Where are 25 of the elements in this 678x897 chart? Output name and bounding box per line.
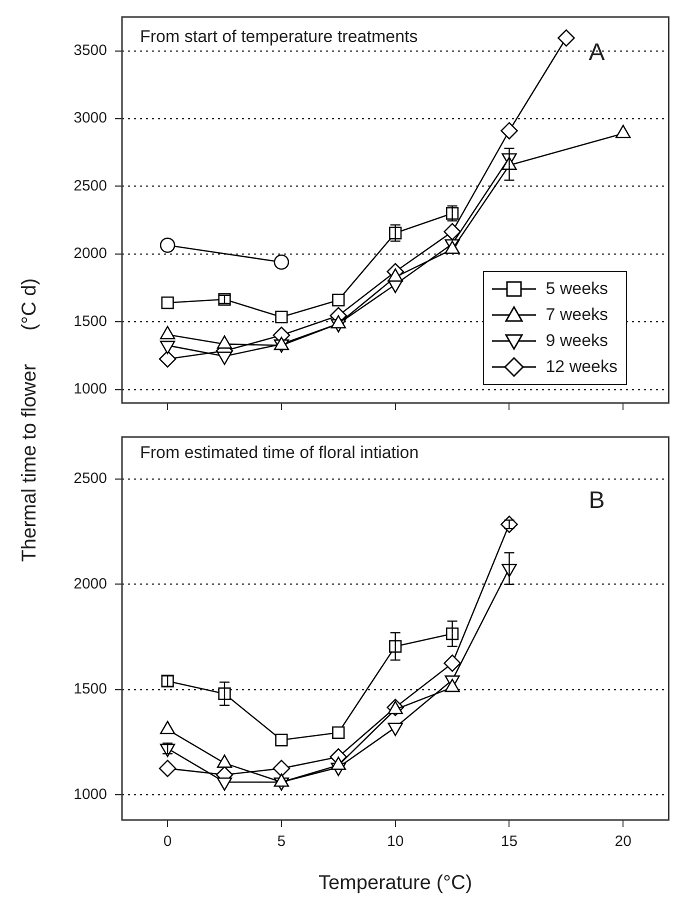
y-tick-label: 1000 xyxy=(74,786,107,803)
y-tick-label: 3000 xyxy=(74,110,107,127)
legend-label: 7 weeks xyxy=(546,305,608,325)
legend-label: 12 weeks xyxy=(546,357,618,377)
annotation: A xyxy=(588,39,605,67)
y-tick-label: 2000 xyxy=(74,575,107,592)
y-tick-label: 3500 xyxy=(74,42,107,59)
y-axis-title: Thermal time to flower (°C d) xyxy=(18,278,42,562)
y-tick-label: 2500 xyxy=(74,177,107,194)
x-tick-label: 0 xyxy=(163,833,172,850)
annotation: B xyxy=(588,487,605,515)
y-tick-label: 1000 xyxy=(74,380,107,398)
legend-label: 5 weeks xyxy=(546,279,608,299)
legend-label: 9 weeks xyxy=(546,331,608,351)
y-tick-label: 2500 xyxy=(74,470,107,488)
y-tick-label: 1500 xyxy=(74,312,107,330)
x-tick-label: 20 xyxy=(614,833,632,850)
annotation: From start of temperature treatments xyxy=(140,27,418,47)
x-tick-label: 15 xyxy=(500,833,518,850)
y-tick-label: 1500 xyxy=(74,680,107,698)
annotation: From estimated time of floral intiation xyxy=(140,443,419,463)
x-axis-title: Temperature (°C) xyxy=(318,872,472,895)
x-tick-label: 10 xyxy=(387,833,404,850)
x-tick-label: 5 xyxy=(277,833,286,850)
y-tick-label: 2000 xyxy=(74,245,107,262)
